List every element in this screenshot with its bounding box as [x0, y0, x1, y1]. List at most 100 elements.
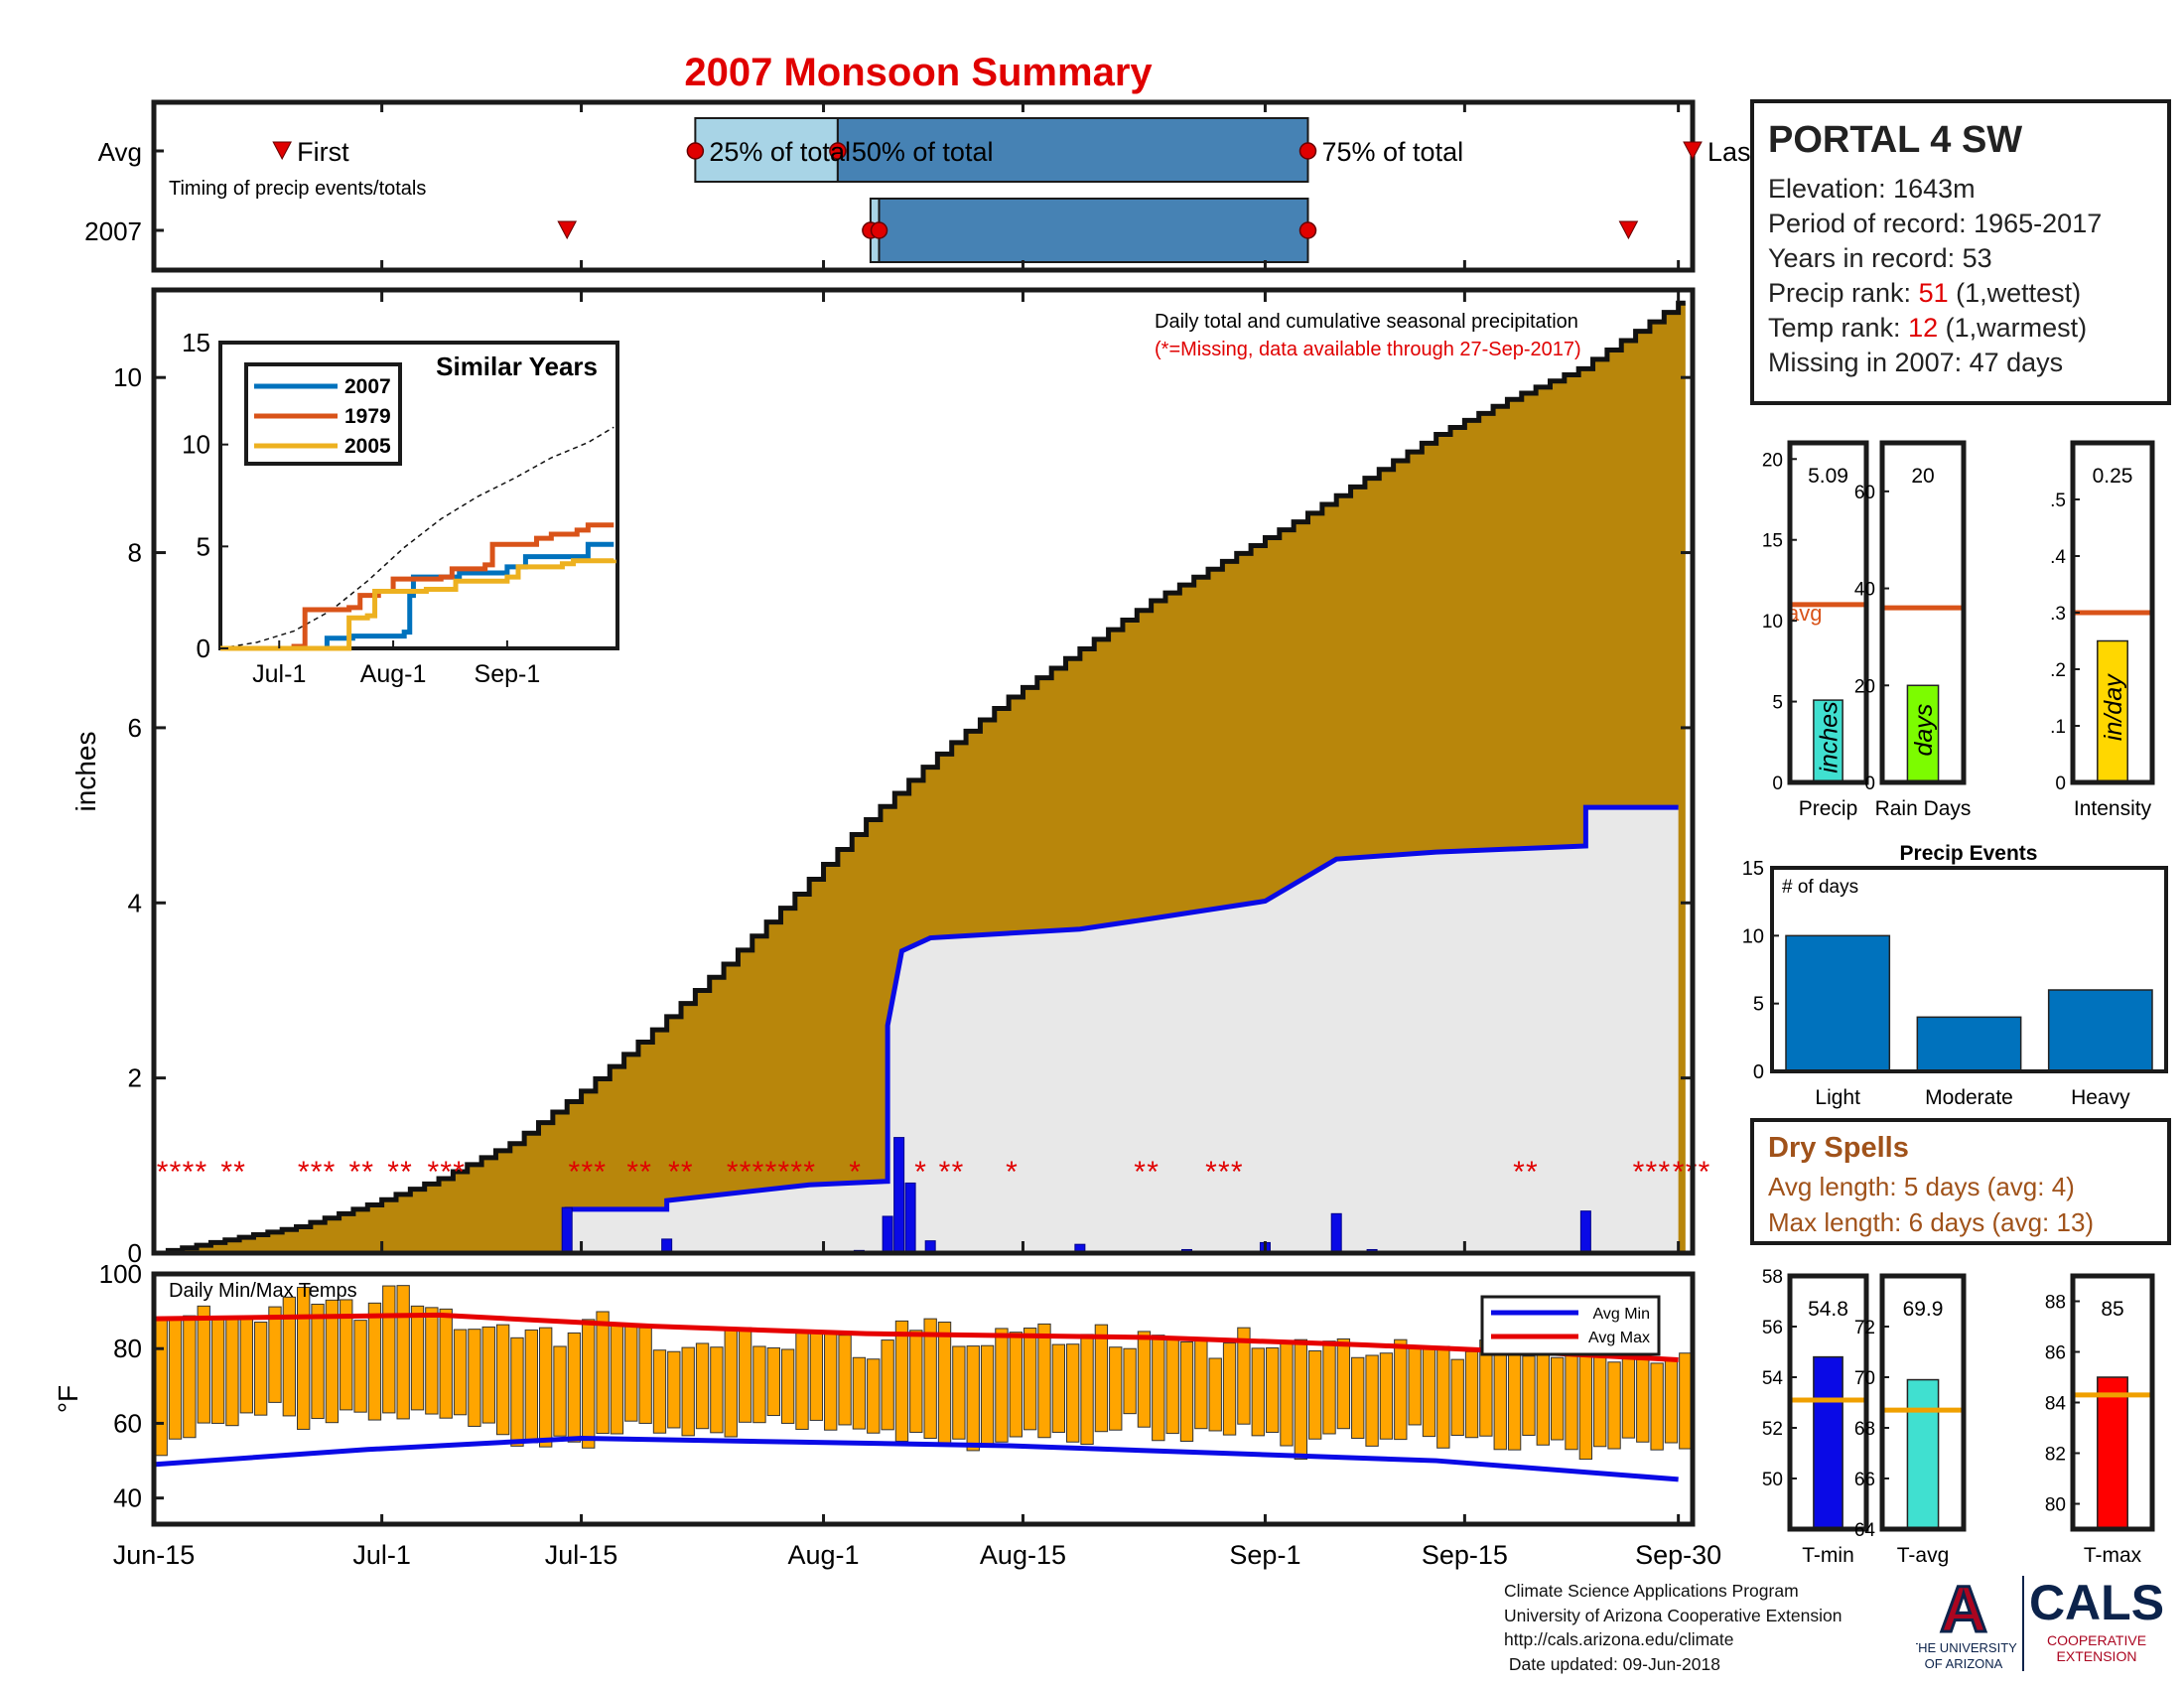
daily-temp-bar	[1422, 1345, 1436, 1438]
main-y-tick-label: 8	[128, 538, 142, 568]
daily-temp-bar	[1408, 1346, 1422, 1426]
daily-temp-bar	[652, 1349, 667, 1434]
daily-temp-bar	[1280, 1342, 1294, 1447]
main-y-tick-label: 6	[128, 713, 142, 743]
daily-temp-bar	[325, 1299, 340, 1424]
q25-label: 25% of total	[709, 137, 851, 167]
daily-temp-bar	[425, 1307, 439, 1415]
daily-temp-bar	[724, 1329, 738, 1438]
missing-day-marker: *	[727, 1156, 739, 1189]
daily-temp-bar	[838, 1335, 852, 1426]
ua-block-a-icon: A	[1940, 1574, 1987, 1645]
daily-temp-bar	[1066, 1343, 1080, 1443]
missing-day-marker: *	[849, 1156, 861, 1189]
events-y-tick-label: 10	[1742, 925, 1764, 947]
logo-extension: EXTENSION	[2057, 1648, 2137, 1664]
events-y-label: # of days	[1782, 877, 1858, 898]
station-elevation: Elevation: 1643m	[1768, 174, 1976, 204]
daily-temp-bar	[596, 1311, 610, 1435]
daily-temp-bar	[1208, 1357, 1222, 1432]
avg-last-marker	[1683, 141, 1703, 161]
daily-temp-bar	[980, 1344, 995, 1449]
panel-y-tick-label: 5	[1772, 693, 1783, 714]
missing-day-marker: *	[183, 1156, 195, 1189]
missing-day-marker: *	[681, 1156, 693, 1189]
panel-y-tick-label: 52	[1762, 1419, 1783, 1440]
daily-temp-bar	[1123, 1347, 1137, 1415]
missing-day-marker: *	[157, 1156, 169, 1189]
daily-temp-bar	[1152, 1335, 1165, 1442]
temps-y-tick-label: 60	[113, 1408, 142, 1438]
year-first-marker	[557, 220, 578, 240]
panel-bar-intensity	[2097, 639, 2128, 783]
daily-temp-bar	[183, 1315, 197, 1439]
missing-day-marker: *	[1673, 1156, 1685, 1189]
avg-q25-marker	[686, 142, 705, 160]
missing-day-marker: *	[1147, 1156, 1159, 1189]
daily-temp-bar	[638, 1327, 652, 1424]
last-label: Last	[1707, 137, 1759, 167]
row-label-year: 2007	[84, 216, 142, 246]
missing-day-marker: *	[1633, 1156, 1645, 1189]
inset-x-tick-label: Jul-1	[252, 660, 306, 688]
temps-caption: Daily Min/Max Temps	[169, 1280, 357, 1302]
missing-day-marker: *	[803, 1156, 815, 1189]
panel-y-tick-label: 68	[1854, 1419, 1875, 1440]
missing-day-marker: *	[939, 1156, 951, 1189]
daily-temp-bar	[1137, 1331, 1152, 1428]
avg-q50-marker	[829, 142, 847, 160]
missing-day-marker: *	[790, 1156, 802, 1189]
daily-temp-bar	[225, 1316, 239, 1427]
events-frame	[1770, 866, 2168, 1073]
panel-y-tick-label: 15	[1762, 531, 1783, 552]
daily-temp-bar	[624, 1326, 638, 1422]
missing-day-marker: *	[1513, 1156, 1525, 1189]
daily-temp-bar	[1664, 1358, 1679, 1444]
daily-temp-bar	[1265, 1346, 1280, 1433]
timing-caption: Timing of precip events/totals	[169, 178, 426, 200]
panel-y-tick-label: .4	[2050, 547, 2066, 568]
missing-day-marker: *	[668, 1156, 680, 1189]
daily-temp-bar	[396, 1285, 410, 1420]
inset-series-line-2005	[220, 558, 616, 651]
row-label-avg: Avg	[98, 137, 142, 167]
temps-y-tick-label: 40	[113, 1483, 142, 1513]
daily-temp-bar	[539, 1327, 553, 1448]
missing-day-marker: *	[952, 1156, 964, 1189]
panel-y-tick-label: 54	[1762, 1368, 1784, 1389]
daily-temp-bar	[780, 1348, 795, 1424]
panel-y-tick-label: 40	[1854, 580, 1875, 601]
panel-y-tick-label: .3	[2050, 604, 2066, 625]
daily-temp-bar	[894, 1320, 909, 1443]
daily-precip-bar	[893, 1137, 905, 1254]
panel-frame	[1879, 1273, 1967, 1532]
temps-legend-box	[1480, 1295, 1661, 1356]
daily-temp-bar	[923, 1318, 937, 1439]
daily-temp-bar	[311, 1303, 325, 1420]
logo-university-line1: THE UNIVERSITY	[1916, 1640, 2017, 1655]
events-x-label: Light	[1815, 1086, 1860, 1109]
main-y-tick-label: 2	[128, 1063, 142, 1093]
daily-temp-bar	[253, 1322, 268, 1416]
missing-day-marker: *	[220, 1156, 232, 1189]
dry-spells-title: Dry Spells	[1768, 1132, 1909, 1164]
daily-temp-bar	[439, 1308, 453, 1419]
daily-temp-bar	[1251, 1347, 1265, 1437]
panel-y-tick-label: 88	[2045, 1293, 2066, 1314]
inset-y-tick-label: 0	[197, 633, 210, 663]
temp-rank-value: 12	[1908, 313, 1939, 343]
daily-temp-bar	[738, 1327, 752, 1423]
daily-temp-bar	[1037, 1323, 1051, 1439]
daily-temp-bar	[1094, 1324, 1109, 1433]
daily-temp-bar	[468, 1329, 481, 1427]
x-date-label: Aug-15	[980, 1540, 1066, 1570]
daily-temp-bar	[1679, 1352, 1693, 1450]
daily-temp-bar	[809, 1332, 824, 1421]
year-q75-marker	[1298, 221, 1317, 239]
panel-frame	[1787, 1273, 1869, 1532]
station-name: PORTAL 4 SW	[1768, 119, 2023, 161]
missing-day-marker: *	[581, 1156, 593, 1189]
panel-value-label: 85	[2101, 1298, 2123, 1321]
daily-temp-bar	[752, 1345, 766, 1424]
daily-temp-bar	[582, 1319, 596, 1449]
